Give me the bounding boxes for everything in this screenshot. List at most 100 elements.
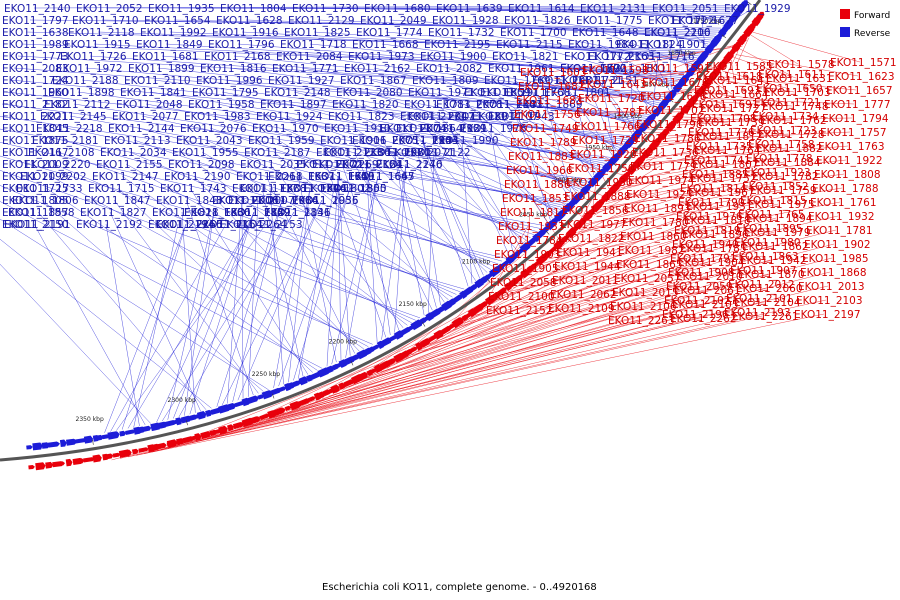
forward-feature-label[interactable]: EKO11_1791: [670, 253, 737, 265]
reverse-feature-arrow[interactable]: [93, 434, 104, 442]
reverse-feature-label[interactable]: EKO11_2156: [156, 219, 223, 231]
reverse-feature-label[interactable]: EKO11_1677: [672, 15, 739, 27]
forward-feature-label[interactable]: EKO11_1967: [688, 187, 755, 199]
reverse-feature-label[interactable]: EKO11_1654: [144, 15, 211, 27]
forward-feature-label[interactable]: EKO11_1941: [556, 247, 623, 259]
reverse-feature-label[interactable]: EKO11_1855: [320, 183, 387, 195]
forward-feature-arrow[interactable]: [544, 250, 552, 258]
forward-feature-label[interactable]: EKO11_1778: [746, 153, 813, 165]
reverse-feature-label[interactable]: EKO11_2113: [104, 135, 171, 147]
forward-feature-arrow[interactable]: [103, 453, 114, 460]
reverse-feature-label[interactable]: EKO11_2146: [264, 207, 331, 219]
reverse-feature-label[interactable]: EKO11_1824: [616, 39, 683, 51]
reverse-feature-arrow[interactable]: [284, 382, 295, 391]
forward-feature-arrow[interactable]: [284, 405, 292, 412]
reverse-feature-label[interactable]: EKO11_2014: [252, 195, 319, 207]
reverse-feature-label[interactable]: EKO11_1990: [432, 135, 499, 147]
forward-feature-label[interactable]: EKO11_1933: [498, 221, 565, 233]
reverse-feature-label[interactable]: EKO11_1986: [252, 195, 319, 207]
reverse-feature-label[interactable]: EKO11_1857: [2, 207, 69, 219]
reverse-feature-label[interactable]: EKO11_1823: [328, 111, 395, 123]
forward-feature-label[interactable]: EKO11_2060: [736, 283, 803, 295]
reverse-feature-arrow[interactable]: [310, 371, 321, 380]
forward-feature-label[interactable]: EKO11_2197: [794, 309, 861, 321]
reverse-feature-label[interactable]: EKO11_2153: [236, 219, 303, 231]
forward-feature-label[interactable]: EKO11_2261: [732, 311, 799, 323]
forward-feature-label[interactable]: EKO11_1814: [680, 183, 747, 195]
reverse-feature-label[interactable]: EKO11_2141: [476, 99, 543, 111]
forward-feature-label[interactable]: EKO11_2196: [662, 309, 729, 321]
reverse-feature-label[interactable]: EKO11_2194: [148, 219, 215, 231]
reverse-feature-label[interactable]: EKO11_2192: [76, 219, 143, 231]
reverse-feature-label[interactable]: EKO11_2123: [316, 147, 383, 159]
reverse-feature-label[interactable]: EKO11_1655: [308, 171, 375, 183]
forward-feature-arrow[interactable]: [330, 384, 340, 394]
reverse-feature-arrow[interactable]: [75, 438, 87, 444]
forward-feature-arrow[interactable]: [559, 235, 569, 245]
forward-feature-label[interactable]: EKO11_1940: [672, 239, 739, 251]
forward-feature-label[interactable]: EKO11_1776: [688, 127, 755, 139]
reverse-feature-label[interactable]: EKO11_1943: [488, 111, 555, 123]
forward-feature-label[interactable]: EKO11_1896: [682, 229, 749, 241]
reverse-feature-label[interactable]: EKO11_1841: [120, 87, 187, 99]
forward-feature-arrow[interactable]: [548, 245, 558, 255]
reverse-feature-label[interactable]: EKO11_1876: [280, 183, 347, 195]
reverse-feature-label[interactable]: EKO11_1921: [420, 123, 487, 135]
forward-feature-label[interactable]: EKO11_1815: [740, 195, 807, 207]
reverse-feature-arrow[interactable]: [32, 442, 43, 451]
reverse-feature-label[interactable]: EKO11_1929: [724, 3, 791, 15]
reverse-feature-arrow[interactable]: [189, 414, 201, 421]
forward-feature-arrow[interactable]: [227, 424, 234, 432]
reverse-feature-arrow[interactable]: [125, 429, 136, 436]
forward-feature-arrow[interactable]: [112, 452, 121, 458]
forward-feature-arrow[interactable]: [343, 379, 354, 388]
forward-feature-label[interactable]: EKO11_1974: [628, 175, 695, 187]
forward-feature-arrow[interactable]: [520, 268, 530, 279]
reverse-feature-arrow[interactable]: [474, 278, 484, 289]
reverse-feature-label[interactable]: EKO11_2154: [196, 219, 263, 231]
forward-feature-arrow[interactable]: [508, 278, 518, 288]
reverse-feature-label[interactable]: EKO11_1899: [128, 63, 195, 75]
reverse-feature-label[interactable]: EKO11_1838: [240, 183, 307, 195]
reverse-feature-label[interactable]: EKO11_1849: [136, 39, 203, 51]
forward-feature-arrow[interactable]: [92, 454, 102, 463]
reverse-feature-label[interactable]: EKO11_1773: [2, 51, 69, 63]
forward-feature-label[interactable]: EKO11_1925: [626, 189, 693, 201]
reverse-feature-arrow[interactable]: [41, 442, 50, 449]
forward-feature-label[interactable]: EKO11_1631: [766, 73, 833, 85]
forward-feature-label[interactable]: EKO11_2101: [726, 293, 793, 305]
reverse-feature-label[interactable]: EKO11_1831: [264, 207, 331, 219]
forward-feature-label[interactable]: EKO11_2100: [488, 291, 555, 303]
forward-feature-label[interactable]: EKO11_1870: [738, 269, 805, 281]
reverse-feature-label[interactable]: EKO11_2168: [204, 51, 271, 63]
forward-feature-label[interactable]: EKO11_1862: [742, 241, 809, 253]
forward-feature-arrow[interactable]: [367, 368, 377, 376]
reverse-feature-label[interactable]: EKO11_1771: [272, 63, 339, 75]
reverse-feature-label[interactable]: EKO11_1826: [504, 15, 571, 27]
reverse-feature-label[interactable]: EKO11_2176: [376, 159, 443, 171]
forward-feature-label[interactable]: EKO11_1975: [748, 199, 815, 211]
reverse-feature-label[interactable]: EKO11_2164: [336, 159, 403, 171]
forward-feature-label[interactable]: EKO11_1886: [504, 179, 571, 191]
reverse-feature-label[interactable]: EKO11_2071: [388, 147, 455, 159]
reverse-feature-label[interactable]: EKO11_2112: [44, 99, 111, 111]
forward-feature-label[interactable]: EKO11_1976: [676, 211, 743, 223]
reverse-feature-arrow[interactable]: [164, 420, 176, 427]
reverse-feature-label[interactable]: EKO11_2151: [572, 75, 639, 87]
forward-feature-label[interactable]: EKO11_1893: [624, 203, 691, 215]
forward-feature-arrow[interactable]: [35, 462, 46, 471]
reverse-feature-label[interactable]: EKO11_2074: [380, 123, 447, 135]
forward-feature-label[interactable]: EKO11_1641: [704, 75, 771, 87]
forward-feature-label[interactable]: EKO11_2103: [796, 295, 863, 307]
reverse-feature-label[interactable]: EKO11_1730: [292, 3, 359, 15]
forward-feature-label[interactable]: EKO11_1748: [762, 101, 829, 113]
forward-feature-label[interactable]: EKO11_1678: [640, 91, 707, 103]
reverse-feature-label[interactable]: EKO11_1996: [196, 75, 263, 87]
reverse-feature-label[interactable]: EKO11_1816: [200, 63, 267, 75]
reverse-feature-label[interactable]: EKO11_2186: [324, 147, 391, 159]
forward-feature-label[interactable]: EKO11_1750: [568, 163, 635, 175]
forward-feature-label[interactable]: EKO11_1739: [698, 117, 765, 129]
reverse-feature-label[interactable]: EKO11_2139: [420, 123, 487, 135]
forward-feature-label[interactable]: EKO11_1888: [564, 191, 631, 203]
forward-feature-label[interactable]: EKO11_2263: [608, 315, 675, 327]
